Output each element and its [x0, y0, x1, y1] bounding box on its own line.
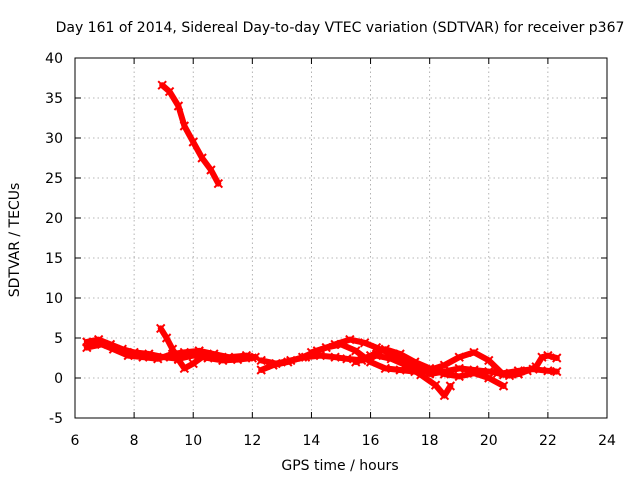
axis-ticks: 6 8 10 12 14 16 18 20 22 24 -5 0 5 10 15 20 25 30 35 40 [45, 51, 616, 449]
x-axis-label: GPS time / hours [281, 458, 398, 474]
data-point [454, 363, 464, 374]
data-point [321, 342, 331, 353]
data-point [164, 86, 175, 97]
data-point [188, 137, 198, 147]
data-point [138, 352, 148, 362]
data-point [380, 344, 391, 354]
data-point [157, 80, 167, 90]
data-point [543, 350, 553, 361]
data-point [454, 371, 464, 382]
x-tick-label: 12 [243, 433, 261, 449]
data-point [454, 352, 464, 362]
data-point [241, 350, 252, 361]
data-point [179, 121, 190, 131]
data-point [498, 381, 509, 391]
data-point [256, 355, 266, 366]
data-point [167, 344, 178, 354]
plot-frame [74, 57, 608, 419]
data-point [173, 101, 184, 111]
x-tick-label: 8 [130, 433, 139, 449]
y-tick-label: 20 [45, 211, 63, 227]
y-tick-label: 30 [45, 131, 63, 147]
data-series-group [82, 80, 562, 401]
data-point [256, 365, 266, 375]
data-point [424, 369, 435, 379]
data-point [209, 349, 219, 359]
y-tick-label: 15 [45, 251, 63, 267]
data-point [156, 323, 166, 334]
y-tick-label: 35 [45, 91, 63, 107]
data-point [206, 165, 216, 175]
data-point [410, 366, 420, 377]
data-point [345, 334, 355, 345]
data-point [439, 390, 450, 401]
y-axis-label: SDTVAR / TECUs [7, 183, 23, 298]
x-tick-label: 24 [598, 433, 616, 449]
x-tick-label: 20 [480, 433, 498, 449]
data-point [380, 363, 391, 374]
data-point [342, 354, 352, 364]
y-tick-label: 25 [45, 171, 63, 187]
data-point [197, 153, 207, 163]
data-point [543, 366, 553, 376]
chart-title: Day 161 of 2014, Sidereal Day-to-day VTE… [56, 20, 625, 36]
data-point [513, 369, 524, 379]
data-point [552, 366, 562, 377]
data-point [82, 342, 92, 353]
data-point [213, 178, 224, 189]
data-point [194, 346, 204, 356]
data-point [395, 349, 405, 359]
data-point [484, 355, 494, 366]
data-point [271, 358, 281, 369]
data-point [492, 368, 503, 378]
data-point [386, 354, 396, 364]
data-point [484, 366, 494, 377]
data-point [286, 355, 296, 366]
data-point [469, 347, 479, 358]
x-tick-label: 22 [539, 433, 557, 449]
data-point [161, 333, 172, 343]
y-tick-label: 0 [54, 371, 63, 387]
data-point [552, 353, 562, 363]
y-tick-label: -5 [49, 411, 63, 427]
data-point [197, 352, 207, 362]
data-point [188, 358, 198, 369]
data-point [469, 365, 479, 375]
data-point [430, 380, 441, 390]
data-point [223, 352, 234, 362]
x-tick-label: 10 [184, 433, 202, 449]
data-point [395, 365, 405, 375]
data-point [330, 352, 340, 362]
x-tick-label: 16 [362, 433, 380, 449]
data-point [123, 350, 133, 361]
y-tick-label: 40 [45, 51, 63, 67]
x-tick-label: 6 [71, 433, 80, 449]
y-tick-label: 10 [45, 291, 63, 307]
data-point [351, 357, 361, 367]
data-point [96, 339, 107, 350]
data-point [439, 366, 450, 377]
data-point [336, 339, 346, 350]
data-point [531, 362, 541, 372]
data-point [250, 352, 260, 362]
y-tick-label: 5 [54, 331, 63, 347]
x-tick-label: 18 [421, 433, 439, 449]
data-point [504, 370, 515, 381]
data-point [365, 350, 376, 361]
data-point [410, 357, 420, 367]
data-point [306, 347, 317, 358]
grid [75, 58, 607, 418]
data-point [359, 338, 370, 348]
data-point [153, 354, 163, 364]
data-point [445, 381, 456, 391]
data-point [522, 366, 532, 376]
data-point [351, 346, 361, 356]
x-tick-label: 14 [303, 433, 321, 449]
data-point [173, 354, 184, 365]
data-point [179, 363, 190, 374]
data-point [108, 344, 119, 354]
